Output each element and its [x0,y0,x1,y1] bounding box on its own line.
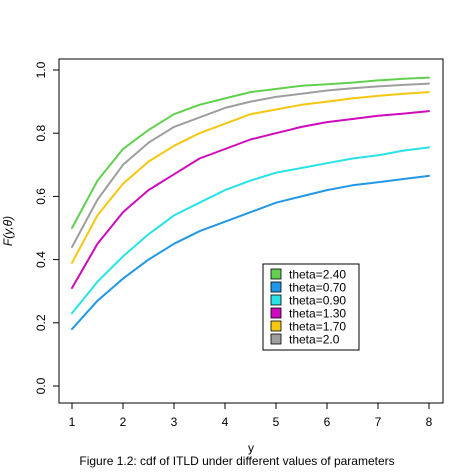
x-tick-label: 2 [120,415,127,429]
legend-swatch [270,333,282,345]
legend-label: theta=0.90 [289,294,346,308]
x-tick-label: 1 [69,415,76,429]
legend-swatch [270,307,282,319]
x-tick-label: 6 [324,415,331,429]
legend-swatch [270,320,282,332]
legend-swatch [270,281,282,293]
x-tick-label: 8 [426,415,433,429]
y-tick-label: 0.4 [34,251,48,268]
x-tick-label: 3 [171,415,178,429]
series-line-6 [71,82,430,248]
plot-frame [58,58,444,404]
legend-swatch [270,294,282,306]
series-line-2 [71,174,430,331]
y-tick-label: 1.0 [34,61,48,78]
x-tick-label: 4 [222,415,229,429]
y-tick-label: 0.8 [34,125,48,142]
legend-label: theta=2.40 [289,268,346,282]
series-line-3 [71,146,430,315]
series-line-5 [71,91,430,264]
series-line-1 [71,76,430,229]
figure-caption: Figure 1.2: cdf of ITLD under different … [79,454,395,468]
legend-label: theta=0.70 [289,281,346,295]
legend-label: theta=1.70 [289,320,346,334]
x-tick-label: 5 [273,415,280,429]
y-axis-label: F(y,θ) [1,216,15,246]
legend-label: theta=2.0 [289,333,340,347]
y-tick-label: 0.6 [34,188,48,205]
x-axis-label: y [248,441,254,455]
series-lines [71,76,430,331]
y-tick-label: 0.0 [34,377,48,394]
y-axis: 0.0 0.2 0.4 0.6 0.8 1.0 [34,61,60,394]
legend-label: theta=1.30 [289,307,346,321]
y-tick-label: 0.2 [34,314,48,331]
x-axis: 1 2 3 4 5 6 7 8 [69,402,433,429]
legend: theta=2.40theta=0.70theta=0.90theta=1.30… [262,263,360,351]
x-tick-label: 7 [375,415,382,429]
series-line-4 [71,110,430,289]
legend-swatch [270,268,282,280]
